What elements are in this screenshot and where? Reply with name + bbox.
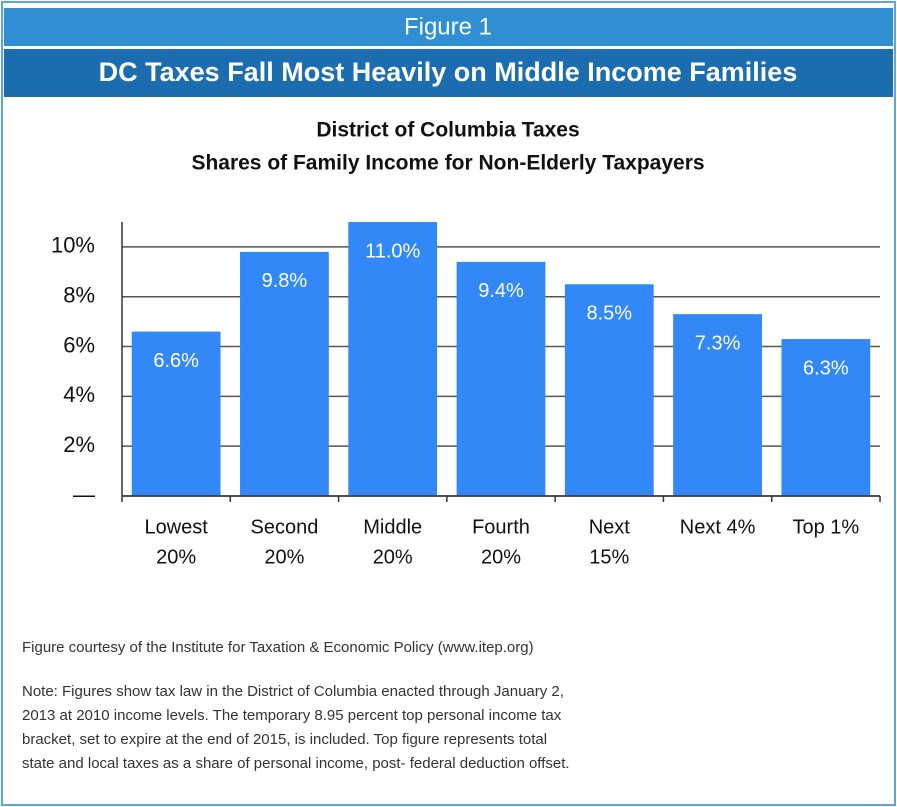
x-tick-label: Middle	[363, 516, 422, 538]
x-tick-label: 20%	[156, 546, 196, 568]
bar	[781, 339, 871, 496]
value-label: 7.3%	[695, 332, 741, 354]
value-label: 6.3%	[803, 357, 849, 379]
y-tick-label: 2%	[63, 432, 95, 457]
figure-label: Figure 1	[404, 13, 492, 40]
x-tick-label: Lowest	[144, 516, 208, 538]
bar	[456, 261, 546, 496]
note: bracket, set to expire at the end of 201…	[22, 731, 547, 748]
y-tick-label: 8%	[63, 283, 95, 308]
y-tick-label: 10%	[51, 233, 95, 258]
x-tick-label: 20%	[373, 546, 413, 568]
note: 2013 at 2010 income levels. The temporar…	[22, 707, 562, 724]
bar	[348, 222, 438, 496]
chart-title: District of Columbia Taxes	[316, 119, 579, 142]
x-tick-label: Next 4%	[680, 516, 756, 538]
x-tick-label: Top 1%	[792, 516, 859, 538]
y-tick-label: —	[73, 482, 95, 507]
value-label: 11.0%	[365, 240, 420, 262]
note: Note: Figures show tax law in the Distri…	[22, 683, 564, 700]
x-tick-label: 20%	[264, 546, 304, 568]
bar	[131, 331, 221, 496]
x-tick-label: Fourth	[472, 516, 530, 538]
bar	[240, 251, 329, 496]
figure-band	[4, 8, 893, 46]
y-tick-label: 6%	[63, 332, 95, 357]
source: Figure courtesy of the Institute for Tax…	[22, 639, 534, 656]
value-label: 9.4%	[478, 280, 524, 302]
value-label: 9.8%	[262, 270, 308, 292]
value-label: 8.5%	[586, 303, 632, 325]
x-tick-label: Second	[251, 516, 319, 538]
y-tick-label: 4%	[63, 382, 95, 407]
value-label: 6.6%	[153, 350, 199, 372]
x-tick-label: 15%	[589, 546, 629, 568]
bar	[673, 314, 762, 496]
chart-subtitle: Shares of Family Income for Non-Elderly …	[191, 152, 704, 175]
note: state and local taxes as a share of pers…	[22, 755, 570, 772]
x-tick-label: Next	[589, 516, 631, 538]
headline: DC Taxes Fall Most Heavily on Middle Inc…	[99, 57, 798, 87]
bar	[564, 284, 654, 496]
x-tick-label: 20%	[481, 546, 521, 568]
headline-band	[4, 49, 893, 97]
